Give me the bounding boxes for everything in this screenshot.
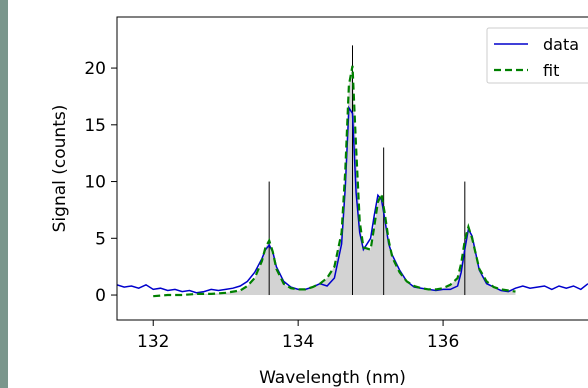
y-tick-label: 20 bbox=[84, 59, 106, 79]
fit-filled-area bbox=[153, 65, 516, 295]
x-axis-title: Wavelength (nm) bbox=[259, 368, 406, 388]
legend-box bbox=[486, 27, 588, 84]
y-tick-label: 15 bbox=[84, 116, 106, 136]
legend-fit-label: fit bbox=[543, 61, 559, 80]
fit-series-line bbox=[153, 65, 516, 298]
left-side-bar bbox=[0, 0, 8, 388]
x-tick-label: 136 bbox=[427, 332, 459, 352]
y-axis-title: Signal (counts) bbox=[50, 105, 70, 233]
y-tick-label: 0 bbox=[95, 286, 106, 306]
y-tick-label: 5 bbox=[95, 229, 106, 249]
legend: data fit bbox=[486, 27, 588, 84]
x-tick-label: 134 bbox=[282, 332, 314, 352]
plot-frame bbox=[116, 16, 588, 321]
legend-data-label: data bbox=[543, 35, 579, 54]
y-tick-label: 10 bbox=[84, 173, 106, 193]
x-tick-label: 132 bbox=[137, 332, 169, 352]
